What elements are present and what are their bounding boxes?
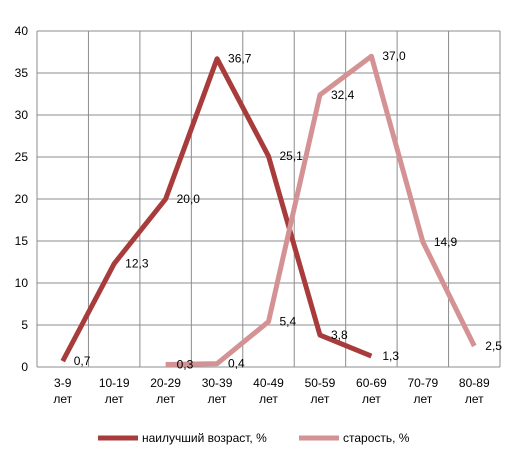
data-label: 1,3 [382, 349, 399, 363]
x-tick-label: 60-69 лет [356, 376, 387, 406]
series-lines [60, 53, 477, 367]
x-tick-label: 50-59 лет [305, 376, 336, 406]
y-axis-ticks: 0 5 10 15 20 25 30 35 40 [15, 24, 29, 374]
y-tick-label: 20 [15, 192, 29, 206]
x-tick-label: 80-89 лет [459, 376, 490, 406]
data-label: 3,8 [331, 328, 348, 342]
legend-label: наилучший возраст, % [142, 431, 267, 445]
y-tick-label: 5 [21, 318, 28, 332]
x-tick-label: 70-79 лет [407, 376, 438, 406]
x-tick-label: 40-49 лет [253, 376, 284, 406]
x-tick-label: 30-39 лет [202, 376, 233, 406]
data-label: 0,3 [177, 357, 194, 371]
y-tick-label: 40 [15, 24, 29, 38]
data-label: 5,4 [280, 315, 297, 329]
x-tick-label: 3-9 лет [53, 376, 72, 406]
data-label: 12,3 [125, 257, 149, 271]
data-label: 14,9 [434, 235, 458, 249]
x-axis-ticks: 3-9 лет 10-19 лет 20-29 лет 30-39 лет 40-49 лет 50… [53, 376, 490, 406]
data-label: 36,7 [228, 52, 252, 66]
data-label: 0,4 [228, 357, 245, 371]
y-tick-label: 0 [21, 360, 28, 374]
series-line-2 [165, 53, 477, 367]
data-label: 20,0 [177, 192, 201, 206]
y-tick-label: 15 [15, 234, 29, 248]
data-label: 37,0 [382, 49, 406, 63]
x-tick-label: 10-19 лет [99, 376, 130, 406]
y-tick-label: 30 [15, 108, 29, 122]
y-tick-label: 35 [15, 66, 29, 80]
x-tick-label: 20-29 лет [150, 376, 181, 406]
data-labels: 0,7 12,3 20,0 36,7 25,1 3,8 1,3 0,3 0,4 5,4 32,4 37… [74, 49, 503, 371]
series-line-1 [60, 56, 373, 363]
data-label: 2,5 [485, 339, 502, 353]
legend: наилучший возраст, % старость, % [98, 431, 410, 445]
data-label: 25,1 [280, 149, 304, 163]
y-tick-label: 25 [15, 150, 29, 164]
data-label: 32,4 [331, 88, 355, 102]
data-label: 0,7 [74, 354, 91, 368]
y-tick-label: 10 [15, 276, 29, 290]
legend-label: старость, % [343, 431, 410, 445]
